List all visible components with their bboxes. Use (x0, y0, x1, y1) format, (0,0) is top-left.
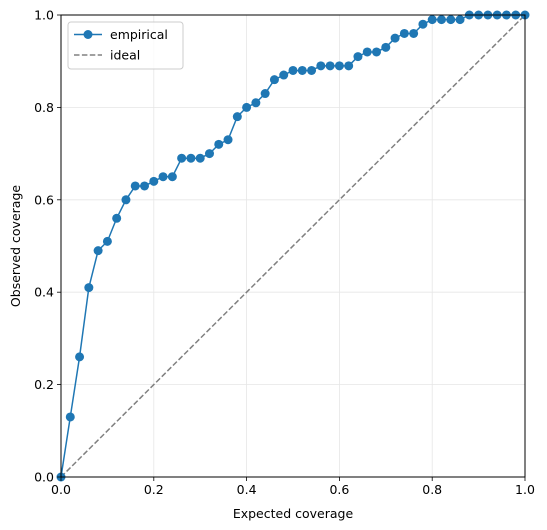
y-tick-label: 0.8 (34, 100, 54, 115)
empirical-point (186, 153, 196, 163)
empirical-point (325, 61, 335, 71)
empirical-point (427, 15, 437, 25)
empirical-point (75, 352, 85, 362)
y-tick-label: 1.0 (34, 8, 54, 23)
empirical-point (121, 195, 131, 205)
empirical-point (353, 52, 363, 62)
empirical-point (158, 172, 168, 182)
empirical-point (334, 61, 344, 71)
y-axis-label: Observed coverage (8, 185, 23, 307)
y-axis-ticks: 0.0 0.2 0.4 0.6 0.8 1.0 (34, 8, 61, 485)
x-axis-label: Expected coverage (233, 506, 354, 521)
empirical-point (269, 75, 279, 85)
empirical-point (409, 28, 419, 38)
empirical-point (112, 213, 122, 223)
empirical-point (232, 112, 242, 122)
empirical-point (436, 15, 446, 25)
x-axis-ticks: 0.0 0.2 0.4 0.6 0.8 1.0 (51, 477, 535, 497)
empirical-point (362, 47, 372, 57)
x-tick-label: 1.0 (515, 482, 535, 497)
empirical-point (102, 236, 112, 246)
empirical-point (93, 246, 103, 256)
empirical-point (418, 19, 428, 29)
plot-frame (60, 14, 526, 478)
x-tick-label: 0.6 (329, 482, 349, 497)
legend: empirical ideal (67, 21, 184, 70)
empirical-point (251, 98, 261, 108)
empirical-point (279, 70, 289, 80)
empirical-point (195, 153, 205, 163)
y-tick-label: 0.2 (34, 377, 54, 392)
empirical-point (446, 15, 456, 25)
empirical-point (149, 176, 159, 186)
empirical-point (84, 283, 94, 293)
empirical-point (140, 181, 150, 191)
x-tick-label: 0.0 (51, 482, 71, 497)
y-tick-label: 0.0 (34, 470, 54, 485)
legend-ideal-label: ideal (110, 48, 140, 63)
x-tick-label: 0.2 (144, 482, 164, 497)
ideal-line (60, 14, 526, 478)
empirical-point (288, 65, 298, 75)
legend-empirical-label: empirical (110, 27, 168, 42)
x-tick-label: 0.4 (237, 482, 257, 497)
empirical-point (381, 42, 391, 52)
empirical-point (316, 61, 326, 71)
empirical-point (214, 139, 224, 149)
empirical-point (297, 65, 307, 75)
empirical-point (307, 65, 317, 75)
empirical-point (260, 89, 270, 99)
empirical-point (167, 172, 177, 182)
empirical-point (372, 47, 382, 57)
empirical-point (242, 102, 252, 112)
legend-empirical-marker (83, 30, 93, 39)
y-tick-label: 0.6 (34, 192, 54, 207)
empirical-point (204, 149, 214, 159)
ideal-series (60, 14, 526, 478)
empirical-point (344, 61, 354, 71)
empirical-point (390, 33, 400, 43)
empirical-point (455, 15, 465, 25)
x-tick-label: 0.8 (422, 482, 442, 497)
empirical-point (130, 181, 140, 191)
y-tick-label: 0.4 (34, 285, 54, 300)
empirical-point (399, 28, 409, 38)
empirical-point (177, 153, 187, 163)
empirical-point (223, 135, 233, 145)
empirical-point (65, 412, 75, 422)
